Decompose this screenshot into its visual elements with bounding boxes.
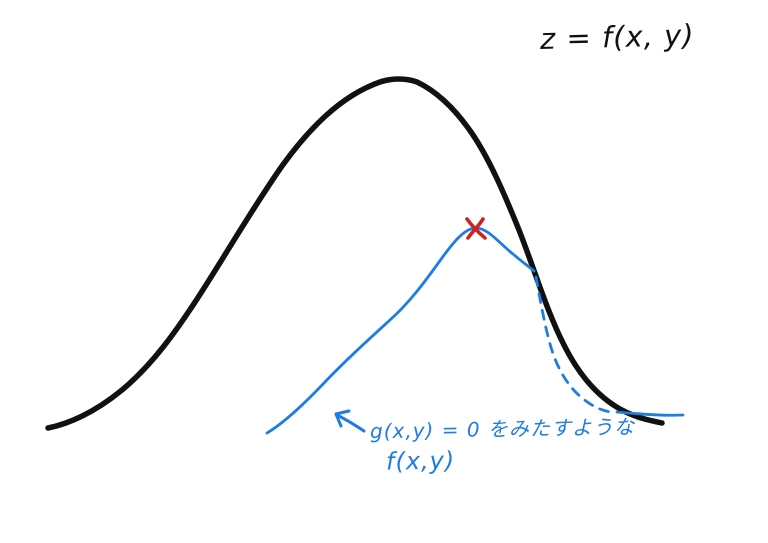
x-marker-stroke-2	[466, 217, 485, 240]
constraint-curve	[265, 226, 536, 435]
annotation-arrow	[334, 409, 366, 433]
arrow-head	[334, 409, 351, 428]
constraint-annotation-line1: g(x,y) = 0 をみたすような	[369, 414, 636, 444]
surface-curve	[45, 76, 665, 431]
surface-equation-label: z = f(x, y)	[539, 17, 695, 57]
arrow-shaft	[335, 413, 366, 433]
constraint-annotation-line2: f(x,y)	[385, 446, 456, 476]
maximum-x-marker	[465, 217, 487, 240]
constraint-curve-tail	[615, 410, 685, 417]
constraint-curve-hidden	[534, 275, 613, 414]
